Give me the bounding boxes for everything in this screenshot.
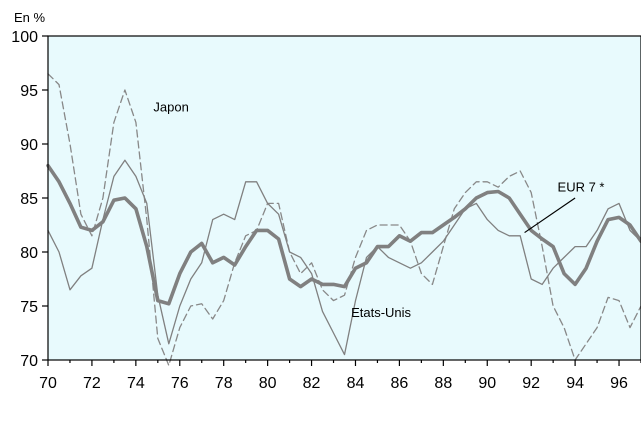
series-layer [46,73,641,367]
x-tick-label: 72 [83,375,101,392]
y-axis: 70 75 80 85 90 95 100 [11,29,48,370]
x-tick-label: 88 [434,375,452,392]
x-tick-label: 90 [478,375,496,392]
y-tick-label: 100 [11,29,38,46]
plot-area [48,36,641,360]
y-tick-label: 85 [20,191,38,208]
x-tick-label: 76 [171,375,189,392]
series-line-eur-7 [46,163,641,306]
eur7-pointer-line [524,197,576,234]
series-line-japon [47,73,641,367]
annotation-eur7: EUR 7 * [558,180,605,195]
x-tick-label: 92 [522,375,540,392]
x-tick-label: 86 [391,375,409,392]
y-tick-label: 70 [20,353,38,370]
series-line-etats-unis [47,159,641,356]
y-unit-label: En % [14,10,46,25]
y-tick-label: 75 [20,299,38,316]
annotation-etats-unis: Etats-Unis [351,305,411,320]
x-tick-label: 70 [39,375,57,392]
y-tick-label: 90 [20,137,38,154]
x-tick-label: 94 [566,375,584,392]
y-tick-label: 80 [20,245,38,262]
x-tick-label: 96 [610,375,628,392]
x-tick-label: 80 [259,375,277,392]
x-tick-label: 78 [215,375,233,392]
x-tick-label: 84 [347,375,365,392]
x-axis: 70 72 74 76 78 80 82 84 86 88 90 92 94 96 [39,360,641,392]
y-tick-label: 95 [20,83,38,100]
annotation-japon: Japon [153,100,188,115]
x-tick-label: 82 [303,375,321,392]
x-tick-label: 74 [127,375,145,392]
